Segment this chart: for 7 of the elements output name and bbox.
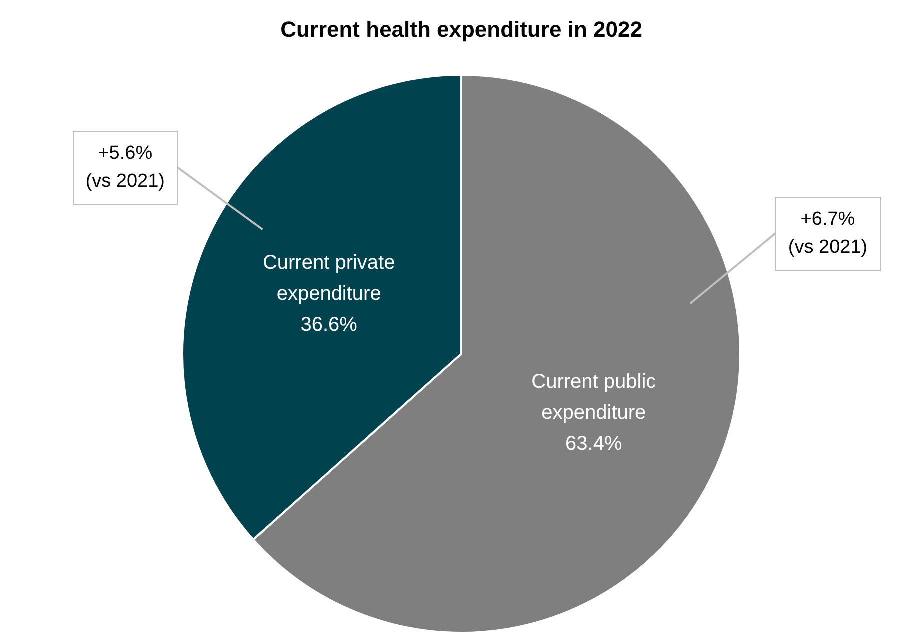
text: +6.7% (vs 2021)	[775, 196, 881, 271]
data-label: 63.4%	[566, 432, 622, 455]
chart-title: Current health expenditure in 2022	[280, 17, 642, 42]
text: +5.6% (vs 2021)	[72, 130, 178, 205]
slice-label: Current private expenditure	[262, 252, 396, 306]
slice-label: Current public expenditure	[532, 370, 656, 424]
data-label: 36.6%	[300, 314, 358, 336]
